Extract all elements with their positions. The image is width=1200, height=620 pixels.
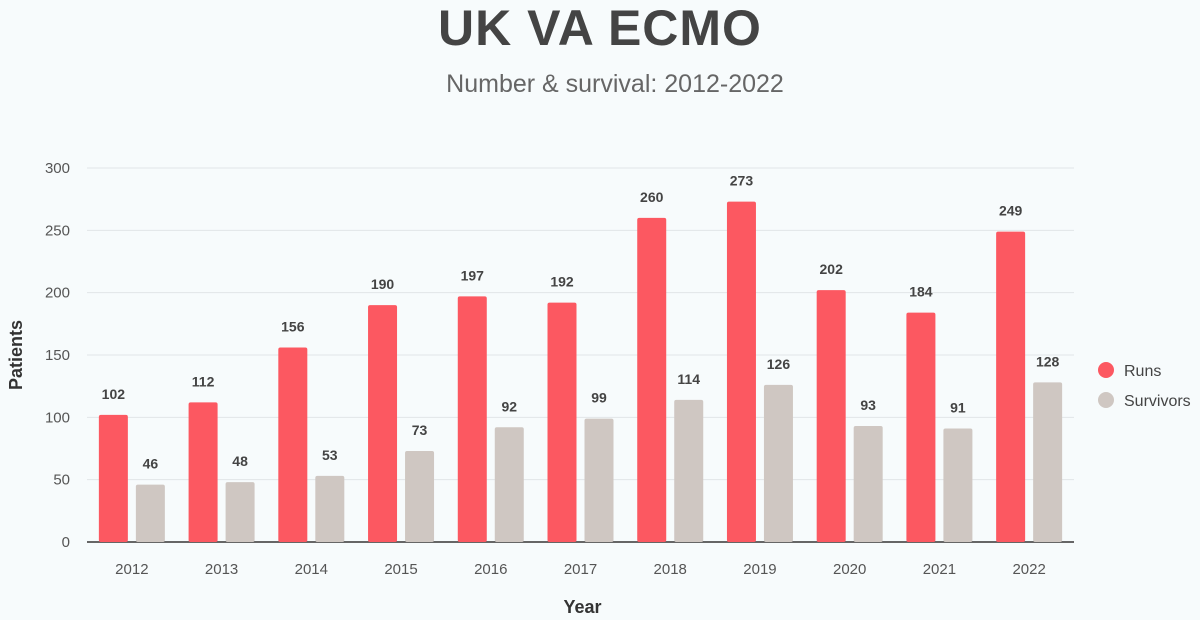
y-tick-label: 300: [45, 160, 70, 177]
x-tick-label: 2018: [654, 561, 687, 578]
x-tick-label: 2020: [833, 561, 866, 578]
x-tick-label: 2013: [205, 561, 238, 578]
y-tick-label: 150: [45, 347, 70, 364]
legend-swatch-runs: [1098, 362, 1114, 378]
y-tick-label: 0: [62, 534, 70, 551]
data-label: 260: [640, 189, 664, 205]
data-label: 192: [550, 274, 574, 290]
bar-survivors: [135, 484, 165, 542]
data-label: 92: [501, 398, 517, 414]
data-label: 249: [999, 203, 1023, 219]
data-label: 156: [281, 319, 305, 335]
data-label: 184: [909, 284, 933, 300]
x-tick-label: 2014: [295, 561, 328, 578]
x-tick-label: 2012: [115, 561, 148, 578]
bar-survivors: [584, 418, 614, 542]
data-label: 112: [192, 373, 215, 389]
data-label: 93: [860, 397, 876, 413]
bar-survivors: [225, 482, 255, 542]
x-tick-label: 2016: [474, 561, 507, 578]
data-label: 202: [820, 261, 844, 277]
data-label: 273: [730, 173, 754, 189]
x-tick-label: 2021: [923, 561, 956, 578]
chart-subtitle: Number & survival: 2012-2022: [446, 70, 784, 98]
x-tick-label: 2019: [743, 561, 776, 578]
data-label: 99: [591, 390, 607, 406]
bar-runs: [996, 231, 1026, 542]
bar-runs: [98, 414, 128, 542]
y-tick-label: 250: [45, 222, 70, 239]
x-tick-label: 2022: [1012, 561, 1045, 578]
data-label: 102: [102, 386, 126, 402]
legend-label-survivors: Survivors: [1124, 393, 1191, 410]
legend-swatch-survivors: [1098, 392, 1114, 408]
data-label: 48: [232, 453, 248, 469]
bar-survivors: [315, 475, 345, 542]
y-axis-title: Patients: [6, 320, 26, 390]
bar-runs: [278, 347, 308, 542]
bar-survivors: [763, 384, 793, 542]
bar-survivors: [674, 399, 704, 542]
data-label: 197: [461, 267, 485, 283]
bar-runs: [906, 312, 936, 542]
data-label: 190: [371, 276, 395, 292]
bar-survivors: [1033, 382, 1063, 542]
bar-survivors: [853, 426, 883, 542]
bar-runs: [726, 201, 756, 542]
data-label: 126: [767, 356, 791, 372]
bar-runs: [457, 296, 487, 542]
bar-survivors: [494, 427, 524, 542]
y-tick-label: 100: [45, 409, 70, 426]
x-tick-label: 2017: [564, 561, 597, 578]
bar-runs: [188, 402, 218, 542]
legend-label-runs: Runs: [1124, 363, 1161, 380]
bar-runs: [816, 290, 846, 542]
data-label: 91: [950, 400, 966, 416]
bar-survivors: [405, 450, 435, 542]
data-label: 128: [1036, 353, 1060, 369]
data-label: 46: [143, 456, 159, 472]
data-label: 53: [322, 447, 338, 463]
bar-runs: [368, 305, 398, 542]
data-label: 114: [677, 371, 700, 387]
bar-runs: [637, 217, 667, 542]
y-tick-label: 200: [45, 285, 70, 302]
x-axis-title: Year: [563, 597, 601, 617]
data-label: 73: [412, 422, 428, 438]
bar-runs: [547, 302, 577, 542]
bar-survivors: [943, 428, 973, 542]
y-tick-label: 50: [53, 472, 70, 489]
x-tick-label: 2015: [384, 561, 417, 578]
chart-title: UK VA ECMO: [438, 0, 762, 56]
